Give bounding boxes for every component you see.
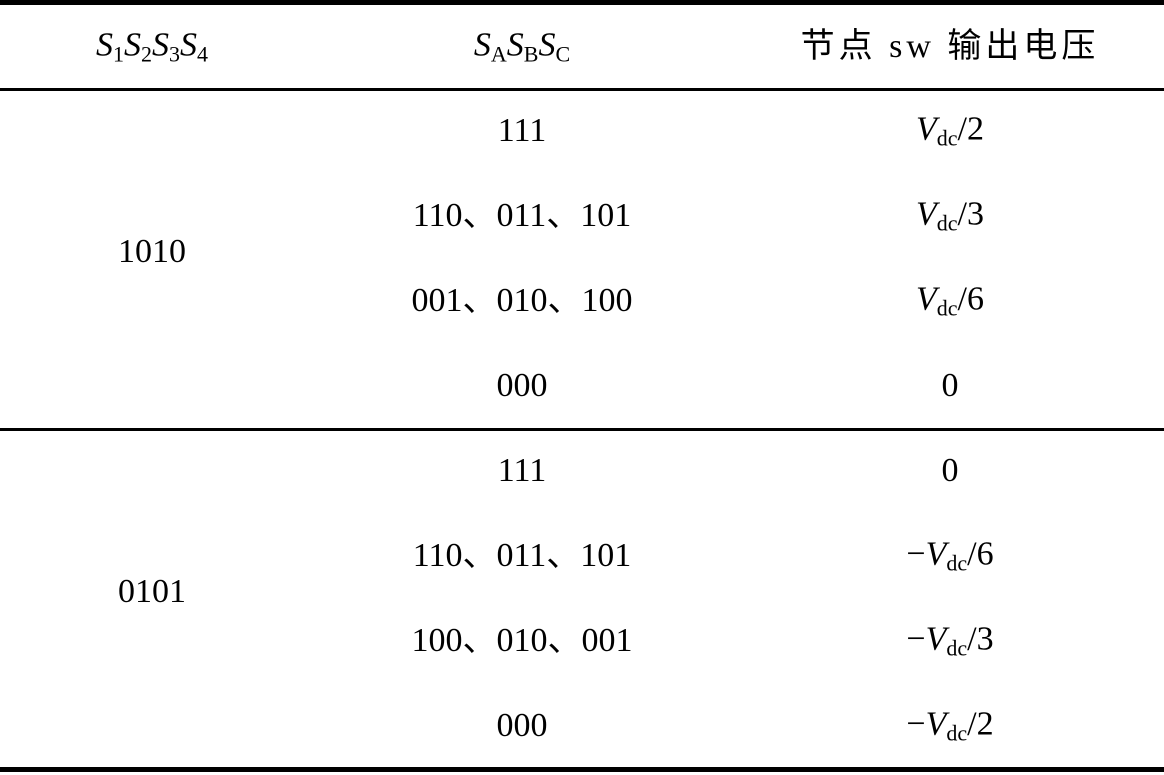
output-voltage: Vdc/6 <box>916 282 984 319</box>
switch-code: 111 <box>497 111 547 149</box>
output-voltage: Vdc/3 <box>916 197 984 234</box>
text-segment: S <box>124 26 141 64</box>
text-segment: dc <box>936 210 958 235</box>
text-segment: dc <box>946 635 968 660</box>
text-segment: − <box>906 620 926 657</box>
group-rule <box>0 428 1164 431</box>
switch-code: 110、011、101 <box>412 536 632 574</box>
text-segment: A <box>490 41 507 67</box>
output-voltage: −Vdc/6 <box>906 537 993 574</box>
text-segment: V <box>925 535 947 572</box>
bottom-rule <box>0 767 1164 772</box>
output-voltage: 0 <box>941 451 959 489</box>
group-label: 1010 <box>118 233 186 270</box>
switch-code: 000 <box>496 706 548 744</box>
text-segment: dc <box>936 125 958 150</box>
text-segment: /2 <box>957 110 984 147</box>
text-segment: V <box>916 280 937 317</box>
text-segment: S <box>180 26 197 64</box>
switch-code: 000 <box>496 366 548 404</box>
text-segment: B <box>523 41 539 67</box>
text-segment: /6 <box>957 280 984 317</box>
text-segment: /2 <box>967 705 994 742</box>
text-segment: S <box>96 26 113 64</box>
text-segment: S <box>152 26 169 64</box>
text-segment: 3 <box>169 41 180 67</box>
text-segment: 1 <box>113 41 124 67</box>
switch-code: 100、010、001 <box>411 621 633 659</box>
header-cell: 节点 sw 输出电压 <box>800 28 1100 65</box>
text-segment: /6 <box>967 535 994 572</box>
switch-code: 110、011、101 <box>412 196 632 234</box>
text-segment: dc <box>946 720 968 745</box>
text-segment: dc <box>936 295 958 320</box>
text-segment: 4 <box>197 41 208 67</box>
text-segment: − <box>906 535 926 572</box>
text-segment: V <box>916 110 937 147</box>
text-segment: S <box>473 26 491 64</box>
text-segment: S <box>538 26 556 64</box>
group-label: 0101 <box>118 573 186 610</box>
text-segment: S <box>506 26 524 64</box>
text-segment: − <box>906 705 926 742</box>
text-segment: dc <box>946 550 968 575</box>
switch-code: 001、010、100 <box>411 281 633 319</box>
text-segment: 2 <box>141 41 152 67</box>
text-segment: /3 <box>967 620 994 657</box>
top-rule <box>0 0 1164 5</box>
output-voltage: −Vdc/2 <box>906 707 993 744</box>
text-segment: V <box>925 620 947 657</box>
output-voltage: Vdc/2 <box>916 112 984 149</box>
text-segment: /3 <box>957 195 984 232</box>
output-voltage: −Vdc/3 <box>906 622 993 659</box>
output-voltage: 0 <box>941 366 959 404</box>
header-cell: S1S2S3S4 <box>96 26 208 67</box>
header-rule <box>0 88 1164 91</box>
header-cell: SASBSC <box>473 26 571 67</box>
switch-code: 111 <box>497 451 547 489</box>
text-segment: V <box>916 195 937 232</box>
text-segment: C <box>555 41 571 67</box>
text-segment: V <box>925 705 947 742</box>
